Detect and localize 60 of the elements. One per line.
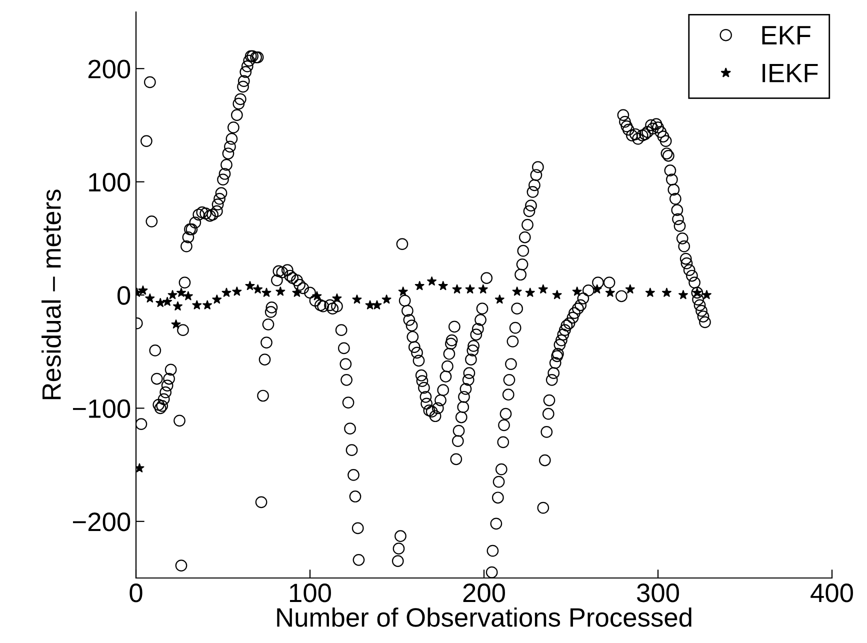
point — [452, 284, 462, 294]
legend-label: IEKF — [762, 64, 818, 82]
point — [253, 284, 263, 294]
point — [183, 291, 193, 300]
point — [382, 294, 392, 304]
point — [494, 294, 504, 304]
point — [438, 280, 448, 290]
y-tick-label: −100 — [73, 399, 130, 418]
y-tick-label: −200 — [73, 512, 130, 532]
point — [262, 288, 272, 297]
point — [202, 300, 212, 310]
point — [332, 293, 342, 303]
point — [512, 286, 522, 296]
point — [398, 286, 408, 296]
point — [312, 291, 322, 300]
point — [245, 280, 255, 290]
point — [538, 284, 548, 294]
point — [171, 319, 181, 329]
point — [168, 290, 178, 300]
point — [222, 288, 232, 297]
x-tick-label: 200 — [463, 584, 505, 602]
x-tick-label: 100 — [290, 584, 331, 602]
point — [365, 300, 375, 310]
x-tick-label: 400 — [810, 584, 853, 602]
point — [192, 300, 202, 310]
point — [292, 288, 302, 297]
point — [176, 288, 186, 297]
y-tick-label: 200 — [88, 60, 130, 78]
point — [645, 288, 655, 297]
x-tick-label: 0 — [130, 584, 142, 602]
point — [414, 280, 424, 290]
point — [427, 276, 437, 286]
point — [572, 286, 582, 296]
point — [173, 301, 182, 310]
point — [352, 294, 362, 304]
point — [625, 284, 635, 294]
point — [662, 288, 672, 297]
point — [702, 290, 712, 300]
x-tick-label: 300 — [636, 584, 679, 602]
y-tick-label: 100 — [89, 172, 130, 192]
point — [276, 286, 286, 296]
legend-label: EKF — [762, 26, 810, 44]
point — [525, 288, 535, 297]
point — [478, 284, 488, 294]
y-tick-label: 0 — [117, 286, 130, 305]
point — [552, 290, 562, 300]
point — [465, 284, 475, 294]
point — [372, 300, 382, 310]
point — [232, 286, 242, 296]
point — [145, 293, 155, 303]
point — [138, 286, 148, 295]
point — [592, 284, 602, 294]
point — [156, 298, 166, 308]
y-axis-title: Residual – meters — [42, 190, 61, 400]
point — [605, 288, 615, 297]
point — [162, 296, 172, 306]
point — [136, 463, 144, 472]
x-axis-title: Number of Observations Processed — [277, 607, 692, 627]
point — [212, 294, 222, 304]
point — [678, 290, 688, 300]
